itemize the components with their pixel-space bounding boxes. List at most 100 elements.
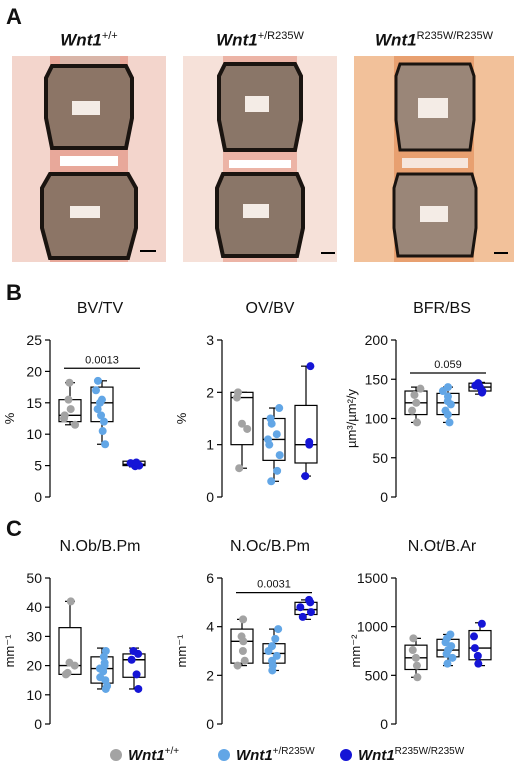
y-tick-label-not: 500 [365,667,389,683]
data-point-bfrbs-het [443,392,452,401]
y-tick-label-bvtv: 10 [26,426,42,442]
data-point-ovbv-het [273,466,282,475]
data-point-bvtv-het [101,440,110,449]
y-tick-label-bvtv: 5 [34,458,42,474]
data-point-nob-het [100,658,109,667]
data-point-noc-hom [305,595,314,604]
y-axis-label-noc: mm⁻¹ [174,634,189,668]
data-point-ovbv-wt [237,419,246,428]
y-tick-label-not: 1000 [357,619,388,635]
y-axis-label-ovbv: % [174,412,189,424]
significance-label-bvtv: 0.0013 [85,354,119,366]
data-point-noc-wt [240,656,249,665]
y-tick-label-ovbv: 1 [206,437,214,453]
y-tick-label-bvtv: 15 [26,395,42,411]
data-point-ovbv-hom [305,438,314,447]
legend-item-het: Wnt1+/R235W [218,746,315,764]
y-tick-label-noc: 6 [206,570,214,586]
data-point-bfrbs-het [445,418,454,427]
genotype-title-wt: Wnt1+/+ [60,30,118,50]
chart-nob: 0 10 20 30 40 50 mm⁻¹ [2,570,146,732]
data-point-bfrbs-het [441,406,450,415]
data-point-nob-hom [134,684,143,693]
y-axis-label-bfrbs: µm³/µm²/y [344,388,359,448]
data-point-bfrbs-wt [412,398,421,407]
y-tick-label-nob: 0 [34,716,42,732]
y-tick-label-bfrbs: 150 [365,371,389,387]
data-point-not-wt [411,653,420,662]
chart-title-noc: N.Oc/B.Pm [229,538,310,555]
data-point-ovbv-hom [306,362,315,371]
data-point-not-hom [477,619,486,628]
y-tick-label-ovbv: 3 [206,332,214,348]
y-tick-label-nob: 40 [26,599,42,615]
panel-letter-a: A [6,4,22,29]
chart-ovbv: 0 1 2 3% [174,332,318,505]
data-point-ovbv-het [264,435,273,444]
data-point-bfrbs-hom [474,379,483,388]
data-point-ovbv-het [275,451,284,460]
y-tick-label-nob: 30 [26,628,42,644]
data-point-bfrbs-wt [412,418,421,427]
legend-item-hom: Wnt1R235W/R235W [340,746,464,764]
data-point-ovbv-het [267,477,276,486]
y-axis-label-nob: mm⁻¹ [2,634,17,668]
data-point-bvtv-wt [60,411,69,420]
data-point-ovbv-hom [301,472,310,481]
y-tick-label-bvtv: 25 [26,332,42,348]
chart-title-nob: N.Ob/B.Pm [59,538,141,555]
y-tick-label-bfrbs: 50 [372,450,388,466]
y-tick-label-not: 1500 [357,570,388,586]
data-point-not-hom [470,632,479,641]
data-point-bvtv-wt [64,395,73,404]
data-point-nob-hom [132,670,141,679]
data-point-noc-het [274,625,283,634]
data-point-not-het [448,653,457,662]
data-point-bvtv-het [93,376,102,385]
data-point-not-het [443,659,452,668]
y-tick-label-nob: 20 [26,658,42,674]
y-axis-label-bvtv: % [2,412,17,424]
chart-title-ovbv: OV/BV [245,300,295,317]
y-tick-label-noc: 2 [206,667,214,683]
y-tick-label-nob: 10 [26,687,42,703]
data-point-ovbv-wt [235,464,244,473]
box-ovbv-hom [294,404,318,464]
data-point-nob-wt [65,658,74,667]
genotype-title-hom: Wnt1R235W/R235W [375,30,493,50]
data-point-ovbv-het [272,430,281,439]
histology-image-wt [12,56,166,262]
data-point-nob-wt [66,597,75,606]
y-tick-label-bfrbs: 0 [380,489,388,505]
data-point-noc-hom [298,612,307,621]
data-point-noc-wt [239,615,248,624]
chart-bvtv: 0 5 10 15 20 25% 0.0013 [2,332,146,505]
legend-item-wt: Wnt1+/+ [110,746,179,764]
data-point-noc-het [271,634,280,643]
data-point-noc-het [272,651,281,660]
y-tick-label-bfrbs: 200 [365,332,389,348]
data-point-bfrbs-het [443,383,452,392]
data-point-not-hom [470,644,479,653]
data-point-bvtv-het [92,386,101,395]
data-point-bfrbs-wt [416,384,425,393]
legend-dot-het [218,749,230,761]
data-point-not-hom [473,651,482,660]
y-tick-label-nob: 50 [26,570,42,586]
y-tick-label-bvtv: 20 [26,363,42,379]
data-point-noc-wt [237,632,246,641]
data-point-nob-hom [127,655,136,664]
data-point-bvtv-het [99,417,108,426]
chart-noc: 0 2 4 6 mm⁻¹ 0.0031 [174,570,318,732]
data-point-ovbv-wt [233,388,242,397]
data-point-bvtv-hom [132,458,141,467]
panel-letter-c: C [6,516,22,541]
data-point-not-het [447,642,456,651]
chart-title-bfrbs: BFR/BS [413,300,471,317]
data-point-bvtv-het [98,427,107,436]
data-point-ovbv-het [275,404,284,413]
data-point-not-wt [412,661,421,670]
legend-dot-wt [110,749,122,761]
data-point-not-het [446,630,455,639]
chart-bfrbs: 0 50 100 150 200 µm³/µm²/y 0.059 [344,332,492,505]
